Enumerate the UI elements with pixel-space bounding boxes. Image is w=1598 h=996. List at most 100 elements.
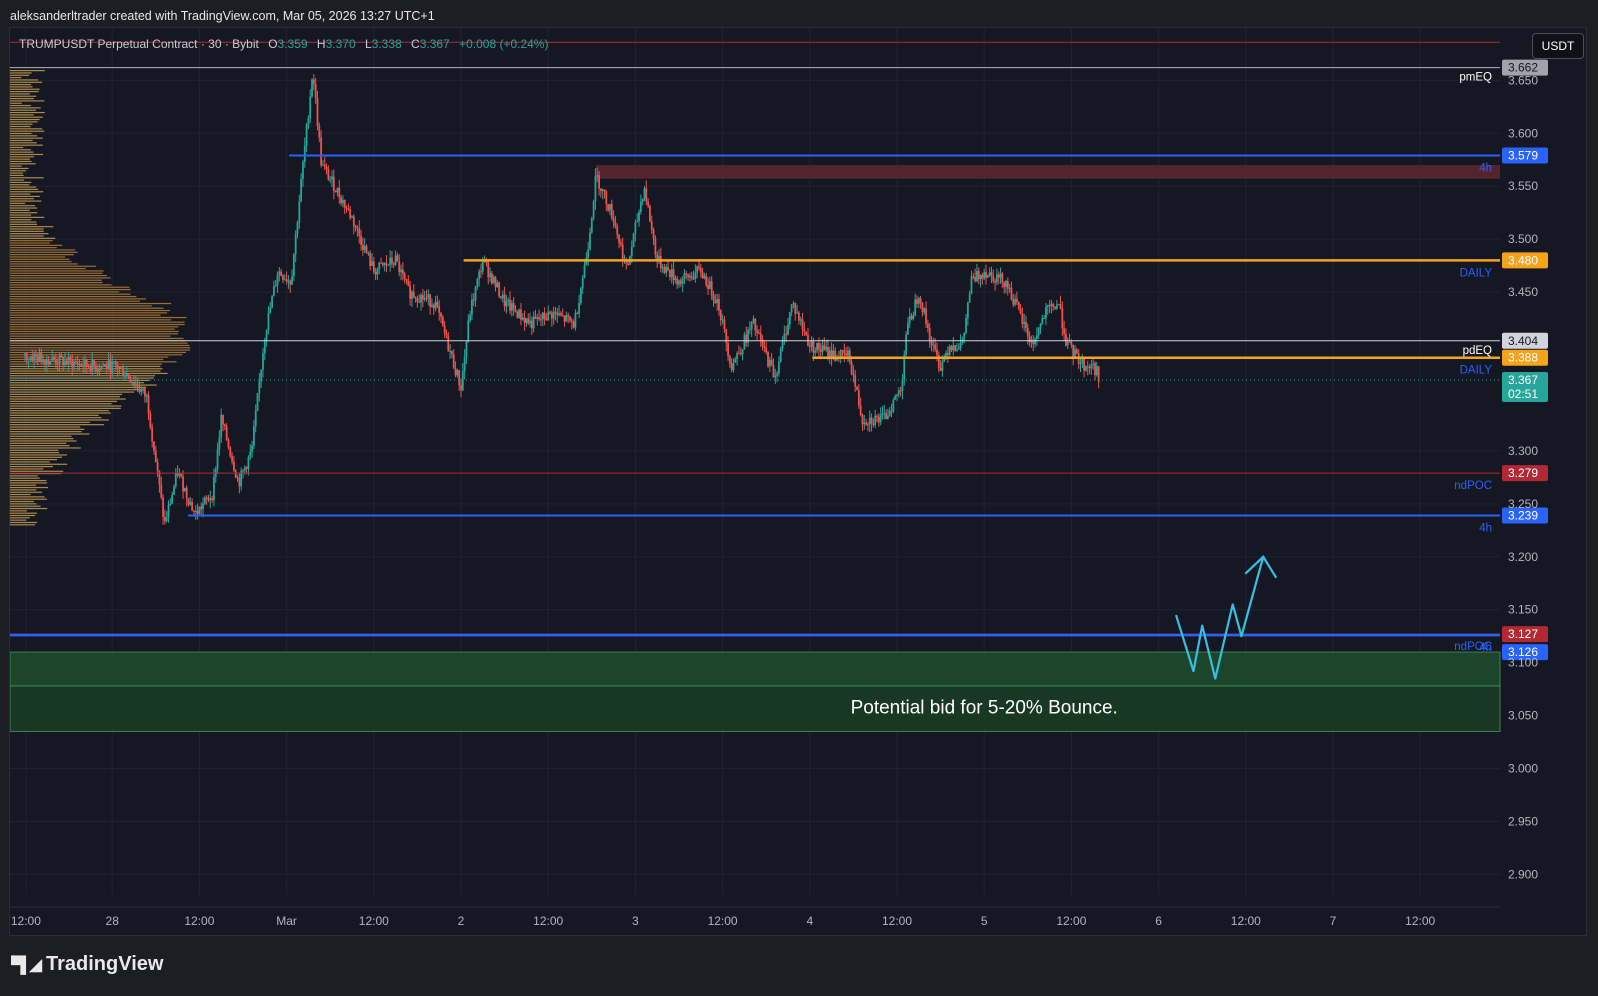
candle-body	[816, 343, 818, 351]
candle-body	[872, 423, 875, 425]
volume-profile-bar	[10, 493, 31, 496]
candle-body	[471, 299, 473, 316]
candle-body	[56, 363, 59, 365]
candle-body	[371, 261, 373, 266]
candle-body	[966, 302, 969, 318]
volume-profile-bar	[10, 440, 77, 442]
y-axis-tick: 3.650	[1508, 73, 1538, 87]
candle-body	[1039, 323, 1042, 328]
candle-body	[656, 254, 659, 261]
currency-button[interactable]: USDT	[1532, 33, 1584, 59]
candle-body	[191, 502, 194, 511]
candle-body	[96, 369, 99, 371]
volume-profile-bar	[10, 90, 39, 93]
candle-body	[213, 476, 215, 501]
candle-body	[247, 456, 250, 469]
candle-body	[278, 271, 281, 276]
volume-profile-bar	[10, 330, 179, 333]
price-tag-label: 3.404	[1508, 334, 1538, 348]
volume-profile-bar	[10, 172, 24, 174]
candle-body	[38, 352, 41, 362]
candle-body	[381, 263, 384, 266]
candle-body	[990, 272, 993, 276]
candle-body	[378, 262, 381, 269]
candle-body	[718, 299, 720, 311]
candle-body	[309, 96, 312, 119]
volume-profile-bar	[10, 95, 37, 97]
candle-body	[654, 238, 657, 255]
volume-profile-bar	[10, 498, 48, 500]
volume-profile-bar	[10, 412, 111, 414]
candle-body	[783, 333, 786, 341]
candle-body	[812, 341, 815, 353]
candle-body	[122, 367, 124, 377]
candle-body	[545, 319, 548, 321]
candle-body	[856, 386, 858, 391]
candle-body	[576, 313, 579, 315]
volume-profile-bar	[10, 314, 161, 316]
candle-body	[689, 275, 691, 278]
volume-profile-bar	[10, 261, 72, 263]
volume-profile-bar	[10, 268, 86, 270]
candle-body	[320, 137, 323, 166]
candle-body	[663, 267, 666, 273]
candle-body	[965, 317, 967, 333]
volume-profile-bar	[10, 274, 107, 277]
price-chart[interactable]: pmEQ 3.662 4h 3.579 DAILY 3.480 pdEQ 3.404 DAILY…	[10, 28, 1588, 937]
candle-body	[389, 257, 392, 265]
candle-body	[418, 301, 421, 303]
candle-body	[518, 309, 521, 318]
candle-body	[781, 340, 784, 349]
candle-body	[314, 84, 317, 99]
candle-body	[467, 320, 470, 342]
volume-profile-bar	[10, 240, 53, 242]
candle-body	[899, 390, 902, 392]
volume-profile-bar	[10, 468, 44, 470]
candle-body	[894, 395, 897, 400]
volume-profile-bar	[10, 244, 63, 246]
tradingview-logo[interactable]: ▀▌◢ TradingView	[11, 953, 163, 976]
price-tag	[1502, 332, 1548, 349]
volume-profile-bar	[10, 486, 49, 489]
candle-body	[227, 439, 230, 448]
volume-profile-bar	[10, 100, 45, 102]
candle-body	[538, 317, 541, 320]
candle-body	[750, 322, 753, 330]
candle-body	[794, 303, 797, 314]
volume-profile-bar	[10, 356, 169, 358]
candle-body	[40, 352, 43, 363]
volume-profile-bar	[10, 279, 102, 281]
volume-profile-bar	[10, 349, 191, 351]
candle-body	[102, 366, 105, 368]
candle-body	[841, 350, 844, 352]
volume-profile-bar	[10, 424, 105, 426]
chart-panel[interactable]: pmEQ 3.662 4h 3.579 DAILY 3.480 pdEQ 3.404 DAILY…	[9, 27, 1587, 936]
candle-body	[405, 278, 408, 281]
price-tag	[1502, 465, 1548, 482]
symbol-title[interactable]: TRUMPUSDT Perpetual Contract · 30 · Bybi…	[19, 37, 259, 51]
candle-body	[174, 473, 177, 487]
candle-body	[957, 348, 960, 350]
candle-body	[211, 498, 214, 501]
candle-body	[1055, 304, 1058, 309]
volume-profile-bar	[10, 323, 185, 326]
volume-profile-bar	[10, 132, 32, 135]
candle-body	[1008, 287, 1011, 289]
candle-body	[62, 357, 65, 366]
candle-body	[1081, 358, 1084, 364]
candle-body	[240, 470, 243, 487]
volume-profile-bar	[10, 291, 120, 293]
volume-profile-bar	[10, 400, 117, 402]
candle-body	[474, 286, 477, 301]
candle-body	[296, 222, 299, 234]
candle-body	[1083, 358, 1086, 371]
volume-profile-bar	[10, 454, 67, 456]
candle-body	[1059, 304, 1062, 309]
candle-body	[421, 294, 424, 300]
volume-profile-bar	[10, 312, 168, 314]
candle-body	[761, 339, 764, 347]
candle-body	[819, 349, 822, 352]
candle-body	[834, 350, 837, 361]
volume-profile-bar	[10, 288, 131, 291]
symbol-legend[interactable]: TRUMPUSDT Perpetual Contract · 30 · Bybi…	[19, 37, 548, 51]
